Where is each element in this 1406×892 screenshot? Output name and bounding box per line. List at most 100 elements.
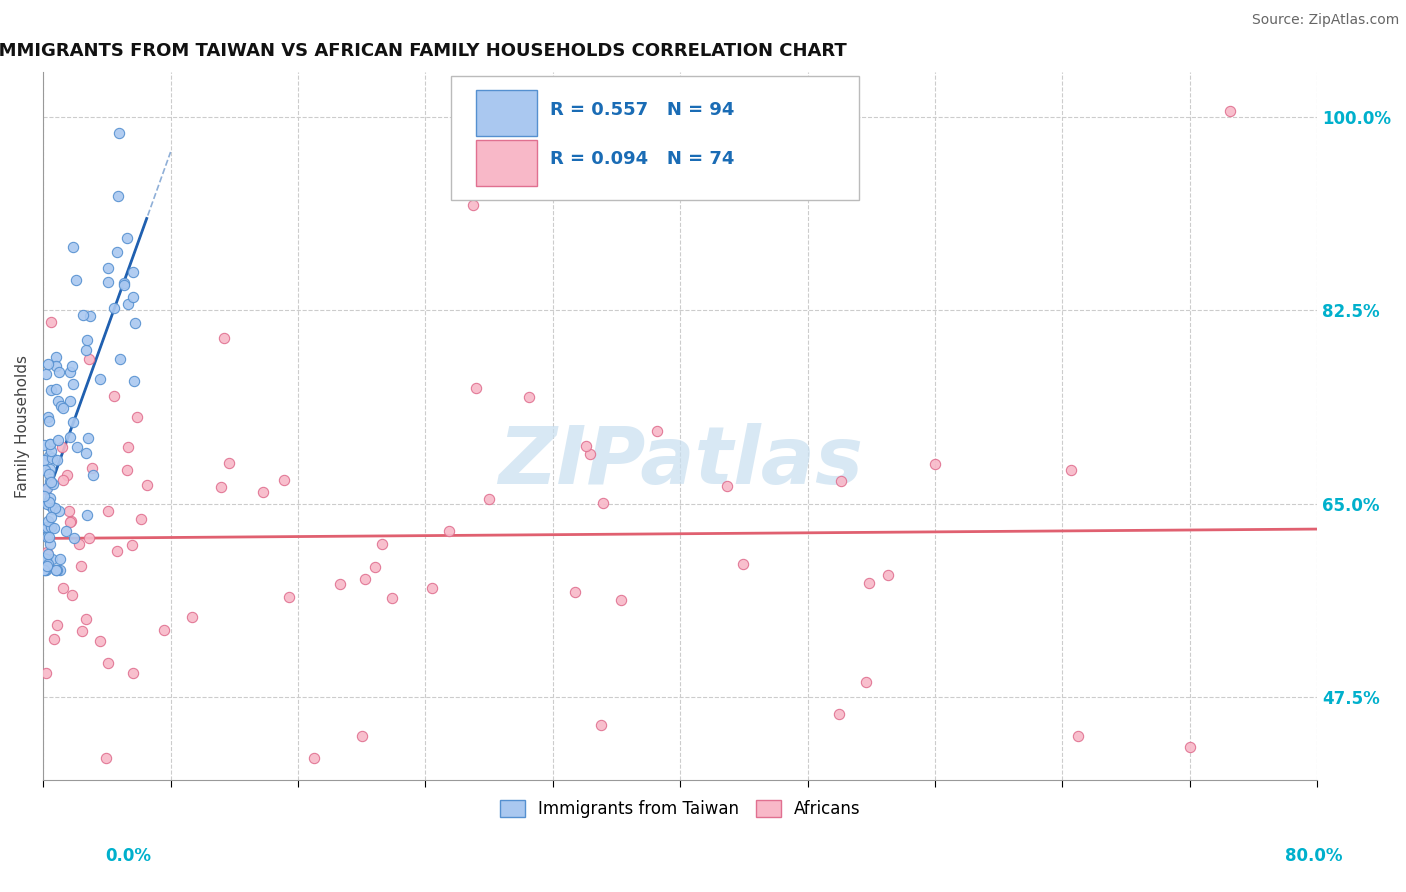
Point: [924, 457, 946, 471]
Point: [80, 461, 103, 475]
Point: [75, 446, 97, 460]
Point: [464, 381, 486, 395]
Point: [105, 244, 128, 259]
Point: [35, 551, 58, 566]
Point: [75, 343, 97, 357]
Point: [32, 520, 55, 534]
Point: [420, 581, 443, 595]
Point: [72, 308, 94, 322]
Point: [121, 538, 143, 552]
Point: [107, 189, 129, 203]
Text: R = 0.094   N = 74: R = 0.094 N = 74: [550, 151, 734, 169]
Point: [517, 390, 540, 404]
Point: [463, 198, 485, 212]
Point: [112, 276, 135, 290]
Point: [858, 576, 880, 591]
Point: [79, 531, 101, 545]
Point: [45, 350, 67, 364]
Text: R = 0.557   N = 94: R = 0.557 N = 94: [550, 101, 734, 119]
Point: [41, 552, 63, 566]
Point: [51, 399, 73, 413]
Point: [592, 496, 614, 510]
Text: ZIPatlas: ZIPatlas: [498, 423, 863, 500]
Point: [122, 265, 145, 279]
Point: [55, 524, 77, 539]
Point: [610, 593, 633, 607]
Point: [37, 481, 59, 495]
Point: [38, 437, 60, 451]
Point: [41, 476, 63, 491]
Point: [38, 449, 60, 463]
Point: [350, 729, 373, 743]
Point: [575, 439, 598, 453]
Point: [105, 544, 128, 558]
Point: [76, 508, 98, 523]
Point: [277, 590, 299, 604]
Point: [124, 316, 146, 330]
Point: [77, 431, 100, 445]
Point: [59, 515, 82, 529]
Point: [63, 532, 86, 546]
Point: [209, 480, 232, 494]
Point: [52, 473, 75, 487]
Point: [32, 489, 55, 503]
Point: [103, 301, 125, 316]
Point: [39, 315, 62, 329]
Point: [855, 675, 877, 690]
Legend: Immigrants from Taiwan, Africans: Immigrants from Taiwan, Africans: [494, 794, 868, 825]
Point: [97, 261, 120, 276]
Text: 80.0%: 80.0%: [1285, 847, 1343, 864]
Point: [76, 334, 98, 348]
Point: [437, 524, 460, 538]
Point: [830, 474, 852, 488]
Point: [37, 357, 59, 371]
Point: [41, 475, 63, 490]
Point: [41, 510, 63, 524]
Point: [89, 634, 111, 648]
Point: [62, 239, 84, 253]
Point: [1060, 463, 1083, 477]
Point: [34, 463, 56, 477]
Point: [35, 367, 58, 381]
Point: [38, 414, 60, 428]
Point: [589, 718, 612, 732]
Point: [103, 389, 125, 403]
Point: [716, 479, 738, 493]
FancyBboxPatch shape: [477, 140, 537, 186]
Point: [52, 401, 75, 415]
Point: [115, 231, 138, 245]
Point: [35, 482, 58, 496]
Point: [62, 415, 84, 429]
Point: [59, 365, 82, 379]
Point: [59, 394, 82, 409]
Point: [58, 504, 80, 518]
Point: [65, 272, 87, 286]
Point: [45, 563, 67, 577]
Point: [38, 467, 60, 481]
Point: [1219, 104, 1241, 119]
Point: [371, 537, 394, 551]
Point: [41, 451, 63, 466]
Point: [108, 126, 131, 140]
Point: [82, 467, 104, 482]
Point: [34, 563, 56, 577]
Point: [94, 751, 117, 765]
Point: [37, 410, 59, 425]
Point: [32, 453, 55, 467]
Point: [122, 665, 145, 680]
Point: [381, 591, 404, 605]
Point: [39, 537, 62, 551]
Point: [153, 623, 176, 637]
Point: [45, 563, 67, 577]
Point: [877, 568, 900, 582]
Point: [1067, 729, 1090, 743]
Point: [32, 563, 55, 577]
Point: [39, 462, 62, 476]
Point: [46, 563, 69, 577]
Point: [97, 657, 120, 671]
Point: [49, 563, 72, 577]
Point: [37, 545, 59, 559]
Point: [127, 410, 149, 425]
Point: [478, 491, 501, 506]
Point: [59, 514, 82, 528]
